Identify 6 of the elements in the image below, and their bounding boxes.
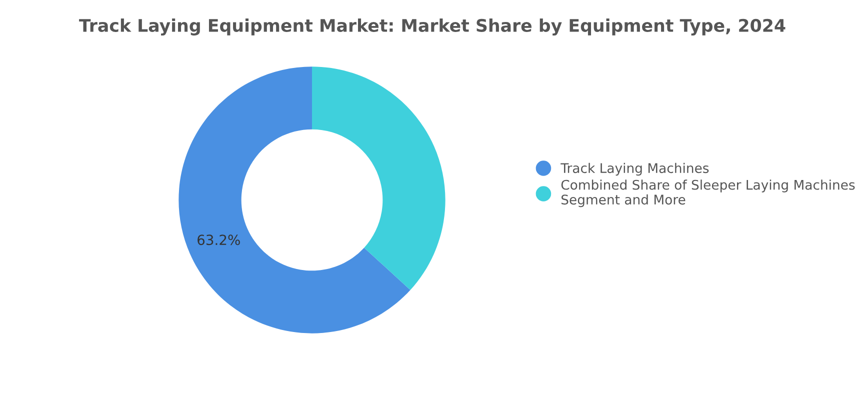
donut-slice [312, 66, 446, 290]
legend-label: Track Laying Machines [560, 162, 709, 176]
data-label: 63.2% [198, 234, 240, 246]
chart-title: Track Laying Equipment Market: Market Share by Equipment Type, 2024 [79, 18, 786, 36]
legend-label: Combined Share of Sleeper Laying Machines Segment and More [561, 180, 855, 208]
donut-slice [178, 66, 410, 334]
